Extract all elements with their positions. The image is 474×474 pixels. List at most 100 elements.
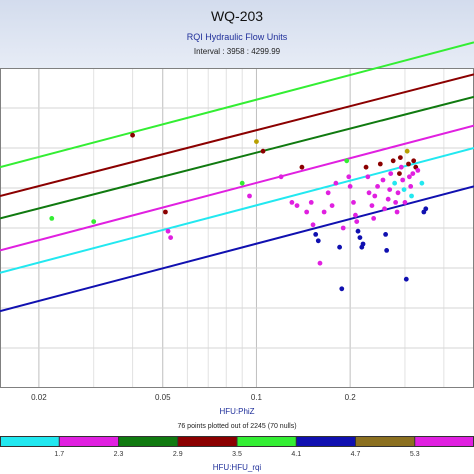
data-points xyxy=(49,132,429,292)
data-point xyxy=(344,158,350,164)
data-point xyxy=(304,209,310,215)
data-point xyxy=(357,235,363,241)
colorbar-segment xyxy=(237,436,297,447)
data-point xyxy=(260,148,266,154)
flow-unit-line xyxy=(0,185,474,313)
data-point xyxy=(130,132,135,138)
data-point xyxy=(168,235,174,241)
data-point xyxy=(423,206,429,212)
colorbar-tick-labels: 1.7 2.3 2.9 3.5 4.1 4.7 5.3 xyxy=(54,451,419,458)
data-point xyxy=(299,164,305,170)
interval-label: Interval : 3958 : 4299.99 xyxy=(193,47,281,56)
data-point xyxy=(308,200,314,205)
data-point xyxy=(410,171,416,177)
data-point xyxy=(247,193,252,199)
data-point xyxy=(415,168,421,173)
data-point xyxy=(333,180,339,186)
data-point xyxy=(340,225,346,231)
data-point xyxy=(355,228,361,234)
data-point xyxy=(347,184,353,189)
flow-unit-line xyxy=(0,73,474,197)
data-point xyxy=(409,193,414,199)
colorbar-label: HFU:HFU_rqi xyxy=(213,463,262,472)
x-tick-label: 0.2 xyxy=(345,393,357,402)
data-point xyxy=(294,203,300,209)
data-point xyxy=(351,200,356,205)
flow-unit-line xyxy=(0,147,474,274)
data-point xyxy=(363,164,369,170)
colorbar-segment xyxy=(59,436,119,447)
colorbar-segment xyxy=(355,436,415,447)
colorbar-tick-label: 4.1 xyxy=(291,451,301,458)
data-point xyxy=(394,209,400,215)
data-point xyxy=(91,219,97,225)
data-point xyxy=(337,244,343,250)
data-point xyxy=(388,171,394,177)
x-tick-label: 0.02 xyxy=(31,393,47,402)
grid-lines xyxy=(0,68,474,388)
x-tick-label: 0.05 xyxy=(155,393,171,402)
data-point xyxy=(49,216,55,221)
data-point xyxy=(325,190,331,196)
colorbar-tick-label: 3.5 xyxy=(232,451,242,458)
data-point xyxy=(254,139,259,145)
data-point xyxy=(387,187,393,193)
data-point xyxy=(400,177,406,183)
points-plotted-note: 76 points plotted out of 2245 (70 nulls) xyxy=(177,423,296,430)
data-point xyxy=(321,209,327,215)
chart-title: WQ-203 xyxy=(210,8,264,24)
data-point xyxy=(397,171,402,177)
data-point xyxy=(329,203,335,209)
data-point xyxy=(278,174,284,180)
data-point xyxy=(163,209,168,215)
data-point xyxy=(402,200,408,205)
data-point xyxy=(383,232,389,237)
data-point xyxy=(384,248,390,253)
data-point xyxy=(289,200,295,205)
colorbar-segment xyxy=(414,436,474,447)
chart-subtitle: RQI Hydraulic Flow Units xyxy=(186,32,288,42)
data-point xyxy=(398,164,404,170)
colorbar xyxy=(0,436,474,447)
colorbar-tick-label: 2.9 xyxy=(173,451,183,458)
data-point xyxy=(239,180,245,186)
data-point xyxy=(313,232,319,237)
colorbar-tick-label: 4.7 xyxy=(351,451,361,458)
colorbar-tick-label: 1.7 xyxy=(54,451,64,458)
data-point xyxy=(406,174,412,180)
colorbar-segment xyxy=(118,436,178,447)
flow-unit-lines xyxy=(0,41,474,313)
data-point xyxy=(395,190,401,196)
colorbar-segment xyxy=(177,436,237,447)
data-point xyxy=(354,219,360,225)
data-point xyxy=(403,276,409,282)
x-tick-label: 0.1 xyxy=(251,393,263,402)
flow-unit-line xyxy=(0,95,474,220)
data-point xyxy=(371,216,377,221)
data-point xyxy=(377,161,383,167)
flow-unit-line xyxy=(0,41,474,169)
data-point xyxy=(346,174,352,180)
data-point xyxy=(408,184,414,189)
data-point xyxy=(353,212,358,218)
data-point xyxy=(165,228,171,234)
data-point xyxy=(392,180,398,186)
data-point xyxy=(369,203,375,209)
data-point xyxy=(401,187,407,193)
data-point xyxy=(360,241,366,247)
data-point xyxy=(315,238,321,244)
data-point xyxy=(385,196,391,202)
colorbar-tick-label: 5.3 xyxy=(410,451,420,458)
flow-unit-line xyxy=(0,124,474,252)
data-point xyxy=(406,161,411,167)
data-point xyxy=(365,174,371,180)
data-point xyxy=(404,148,410,154)
data-point xyxy=(317,260,323,266)
data-point xyxy=(411,158,417,164)
data-point xyxy=(393,200,399,205)
x-axis-label: HFU:PhiZ xyxy=(219,407,254,416)
colorbar-tick-label: 2.3 xyxy=(114,451,124,458)
data-point xyxy=(390,158,396,164)
